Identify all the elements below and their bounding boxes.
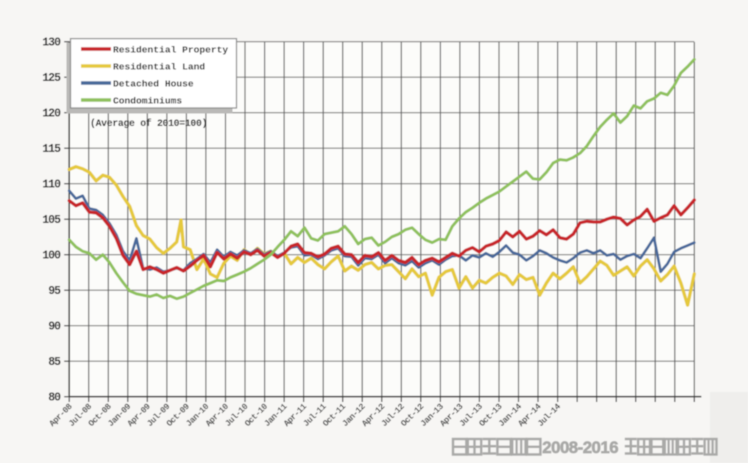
svg-text:Detached House: Detached House <box>113 79 194 90</box>
svg-text:130: 130 <box>42 37 61 50</box>
svg-text:Condominiums: Condominiums <box>113 96 182 107</box>
svg-text:(Average of 2010=100): (Average of 2010=100) <box>90 118 207 129</box>
svg-text:125: 125 <box>42 72 61 85</box>
svg-text:120: 120 <box>42 108 61 121</box>
svg-text:110: 110 <box>42 179 61 192</box>
svg-text:100: 100 <box>42 250 61 263</box>
svg-text:85: 85 <box>48 356 61 369</box>
svg-text:Residential Property: Residential Property <box>113 45 228 56</box>
svg-text:115: 115 <box>42 143 61 156</box>
svg-text:Residential Land: Residential Land <box>113 62 205 73</box>
svg-text:95: 95 <box>48 285 61 298</box>
svg-text:90: 90 <box>48 321 61 334</box>
svg-text:80: 80 <box>48 392 61 405</box>
svg-text:2008-2016: 2008-2016 <box>542 438 618 457</box>
svg-text:105: 105 <box>42 214 61 227</box>
